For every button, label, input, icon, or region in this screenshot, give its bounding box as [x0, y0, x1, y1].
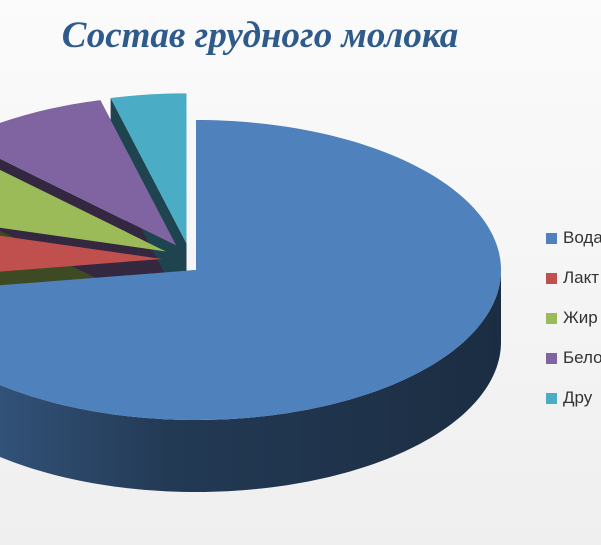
pie-slice-2	[0, 235, 163, 272]
pie-slice-3	[0, 169, 166, 252]
pie-slice-4	[0, 100, 177, 246]
legend-item: Жир	[546, 298, 601, 338]
chart-title: Состав грудного молока	[61, 15, 459, 56]
slice-side	[0, 270, 501, 492]
legend-swatch	[546, 392, 557, 404]
legend-item: Лакт	[546, 258, 601, 298]
legend-swatch	[546, 312, 557, 324]
legend-label: Дру	[563, 388, 593, 407]
legend-label: Лакт	[563, 268, 600, 287]
legend-swatch	[546, 232, 557, 244]
legend-label: Жир	[563, 308, 598, 327]
legend-swatch	[546, 352, 557, 364]
legend-label: Бело	[563, 348, 601, 367]
pie-slice-1	[0, 120, 501, 420]
legend-item: Дру	[546, 378, 601, 418]
legend-swatch	[546, 272, 557, 284]
legend: Вода Лакт Жир Бело Дру	[546, 218, 601, 418]
legend-label: Вода	[563, 228, 601, 247]
legend-item: Бело	[546, 338, 601, 378]
legend-item: Вода	[546, 218, 601, 258]
pie-slice-5	[110, 93, 187, 244]
